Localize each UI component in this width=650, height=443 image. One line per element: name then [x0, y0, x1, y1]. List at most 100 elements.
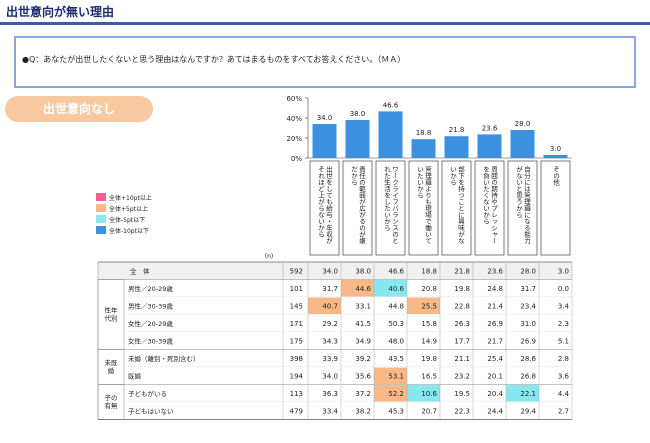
- table-cell-value: 4.4: [558, 390, 570, 398]
- table-cell-highlight: [341, 280, 374, 297]
- question-box: ●Q：あなたが出世したくないと思う理由はなんですか？あてはまるものをすべてお答え…: [14, 36, 636, 88]
- table-cell-value: 25.4: [487, 355, 503, 363]
- bar: [510, 130, 535, 158]
- table-row-label: 既婚: [128, 372, 142, 381]
- table-cell-value: 20.1: [487, 373, 503, 381]
- table-cell-value: 26.9: [520, 338, 536, 346]
- table-row-label: 子どもはいない: [128, 408, 174, 416]
- table-n-value: 171: [290, 320, 303, 328]
- legend-label: 全体+5pt以上: [109, 205, 149, 213]
- table-row-bg: [98, 262, 572, 280]
- legend: 全体+10pt以上 全体+5pt以上 全体-5pt以下 全体-10pt以下: [96, 192, 152, 236]
- table-cell-value: 33.9: [322, 355, 338, 363]
- category-box: [441, 160, 472, 256]
- table-cell-value: 18.8: [421, 268, 437, 276]
- category-label: ワークライフバランスのと: [391, 166, 399, 245]
- table-cell-value: 53.1: [388, 373, 404, 381]
- table-cell-value: 20.4: [487, 390, 503, 398]
- table-row-bg: [124, 297, 572, 315]
- legend-swatch: [96, 215, 106, 223]
- table-n-value: 175: [290, 338, 303, 346]
- bar-value-label: 28.0: [515, 120, 531, 128]
- table-cell-value: 5.1: [558, 338, 569, 346]
- bar-value-label: 3.0: [550, 145, 561, 153]
- table-row-bg: [124, 367, 572, 385]
- table-cell-value: 35.6: [355, 373, 371, 381]
- table-n-value: 592: [290, 268, 303, 276]
- table-n-value: 145: [290, 303, 303, 311]
- table-n-value: 194: [290, 373, 304, 381]
- table-cell-value: 34.0: [322, 268, 338, 276]
- table-cell-value: 28.0: [520, 268, 536, 276]
- table-cell-value: 23.6: [487, 268, 503, 276]
- category-label: いたいから: [416, 166, 424, 199]
- table-cell-value: 44.6: [355, 285, 371, 293]
- table-cell-value: 23.2: [454, 373, 470, 381]
- table-cell-value: 26.8: [520, 373, 536, 381]
- bar-value-label: 18.8: [416, 129, 432, 137]
- category-label: 周囲の期待やプレッシャー: [490, 166, 498, 244]
- segment-label: 出世意向なし: [5, 96, 153, 122]
- title-underline: [0, 22, 650, 25]
- table-row-label: 全 体: [130, 267, 150, 276]
- legend-label: 全体-10pt以下: [109, 227, 149, 235]
- y-tick-label: 60%: [286, 95, 302, 103]
- category-box: [408, 160, 439, 256]
- table-cell-value: 45.3: [388, 408, 404, 416]
- table-cell-value: 2.3: [558, 320, 569, 328]
- table-cell-value: 22.8: [454, 303, 470, 311]
- table-cell-value: 33.1: [355, 303, 371, 311]
- bar: [477, 134, 502, 158]
- legend-label: 全体+10pt以上: [109, 194, 152, 202]
- legend-item-minus5: 全体-5pt以下: [96, 214, 152, 224]
- table-cell-value: 31.0: [520, 320, 536, 328]
- bar: [543, 155, 568, 158]
- table-group-cell: [97, 384, 125, 420]
- bar-value-label: 38.0: [350, 110, 366, 118]
- table-cell-value: 33.4: [322, 408, 338, 416]
- legend-item-minus10: 全体-10pt以下: [96, 225, 152, 235]
- table-cell-value: 26.3: [454, 320, 470, 328]
- table-cell-value: 31.7: [322, 285, 338, 293]
- table-cell-value: 19.8: [454, 285, 470, 293]
- category-label: いから: [449, 166, 457, 186]
- table-cell-value: 10.6: [421, 390, 437, 398]
- table-cell-highlight: [308, 297, 341, 314]
- table-cell-value: 21.7: [487, 338, 503, 346]
- table-cell-value: 44.8: [388, 303, 404, 311]
- table-cell-value: 24.4: [487, 408, 503, 416]
- table-n-value: 113: [290, 390, 303, 398]
- bar: [345, 120, 370, 158]
- category-label: だから: [350, 166, 358, 186]
- table-row-bg: [124, 402, 572, 420]
- legend-item-plus10: 全体+10pt以上: [96, 192, 152, 202]
- category-box: [474, 160, 505, 256]
- bar: [312, 124, 337, 158]
- table-row-bg: [124, 349, 572, 367]
- table-cell-value: 29.2: [322, 320, 338, 328]
- table-group-label: 未既: [105, 358, 119, 367]
- legend-swatch: [96, 204, 106, 212]
- category-label: を負いたくないから: [482, 166, 490, 225]
- category-label: 責任の範囲が広がるのが嫌: [358, 165, 366, 246]
- question-text: ●Q：あなたが出世したくないと思う理由はなんですか？あてはまるものをすべてお答え…: [22, 55, 406, 64]
- legend-label: 全体-5pt以下: [109, 216, 146, 224]
- bar: [378, 111, 403, 158]
- table-row-label: 男性／30-39歳: [128, 302, 173, 311]
- legend-item-plus5: 全体+5pt以上: [96, 203, 152, 213]
- category-label: れた生活をしたいから: [383, 166, 391, 232]
- table-row-label: 男性／20-29歳: [128, 284, 173, 293]
- category-box: [342, 160, 373, 256]
- table-cell-value: 52.2: [388, 390, 404, 398]
- table-cell-value: 39.2: [355, 355, 371, 363]
- table-cell-value: 40.7: [322, 303, 338, 311]
- table-cell-value: 20.8: [421, 285, 437, 293]
- table-cell-value: 24.8: [487, 285, 503, 293]
- table-cell-value: 21.4: [487, 303, 503, 311]
- table-cell-value: 34.3: [322, 338, 338, 346]
- table-cell-value: 20.7: [421, 408, 437, 416]
- table-cell-value: 34.9: [355, 338, 371, 346]
- table-group-label: 子の: [105, 394, 118, 402]
- bar-value-label: 23.6: [482, 124, 498, 132]
